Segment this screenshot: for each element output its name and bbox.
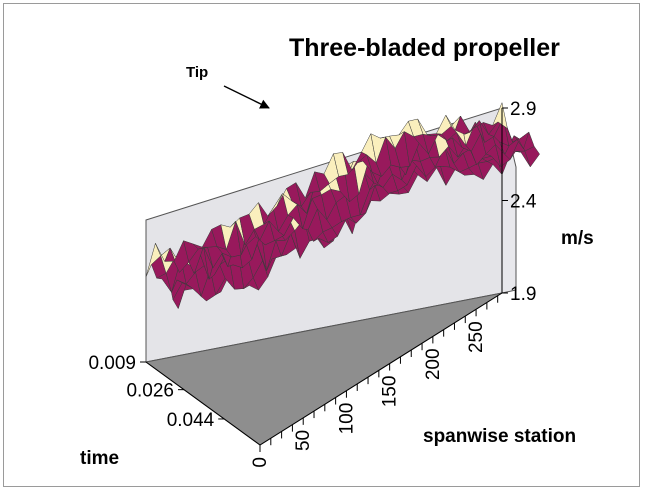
z-tick-label: 2.4 (510, 192, 537, 213)
span-axis-line (259, 292, 503, 446)
time-axis-line (145, 361, 261, 446)
z-ticks: 1.9 2.4 2.9 (502, 99, 537, 305)
span-tick-label: 150 (380, 376, 401, 408)
velocity-surface (145, 101, 540, 310)
tip-arrow (223, 85, 270, 109)
span-tick-label: 0 (250, 457, 271, 468)
time-tick-label: 0.026 (126, 381, 174, 402)
z-tick-label: 1.9 (510, 284, 536, 305)
time-axis-label: time (80, 448, 119, 469)
time-tick-label: 0.009 (88, 353, 136, 374)
span-tick-label: 200 (423, 348, 444, 380)
z-unit-label: m/s (561, 228, 594, 249)
time-ticks: 0.009 0.026 0.044 (88, 353, 225, 431)
z-tick-label: 2.9 (510, 99, 536, 120)
tip-annotation: Tip (186, 64, 208, 81)
span-ticks: 0 50 100 150 200 250 (250, 295, 499, 468)
surface-cell (492, 101, 508, 129)
span-tick-label: 50 (293, 430, 314, 451)
span-axis-label: spanwise station (423, 426, 576, 447)
span-tick-label: 250 (466, 321, 487, 353)
time-tick-label: 0.044 (167, 410, 215, 431)
chart-title: Three-bladed propeller (289, 34, 560, 62)
span-tick-label: 100 (336, 403, 357, 435)
surface-chart: 1.9 2.4 2.9 0.009 0.026 0.044 0 50 100 150 200 25… (80, 34, 594, 469)
chart-frame: 1.9 2.4 2.9 0.009 0.026 0.044 0 50 100 150 200 25… (3, 3, 640, 487)
